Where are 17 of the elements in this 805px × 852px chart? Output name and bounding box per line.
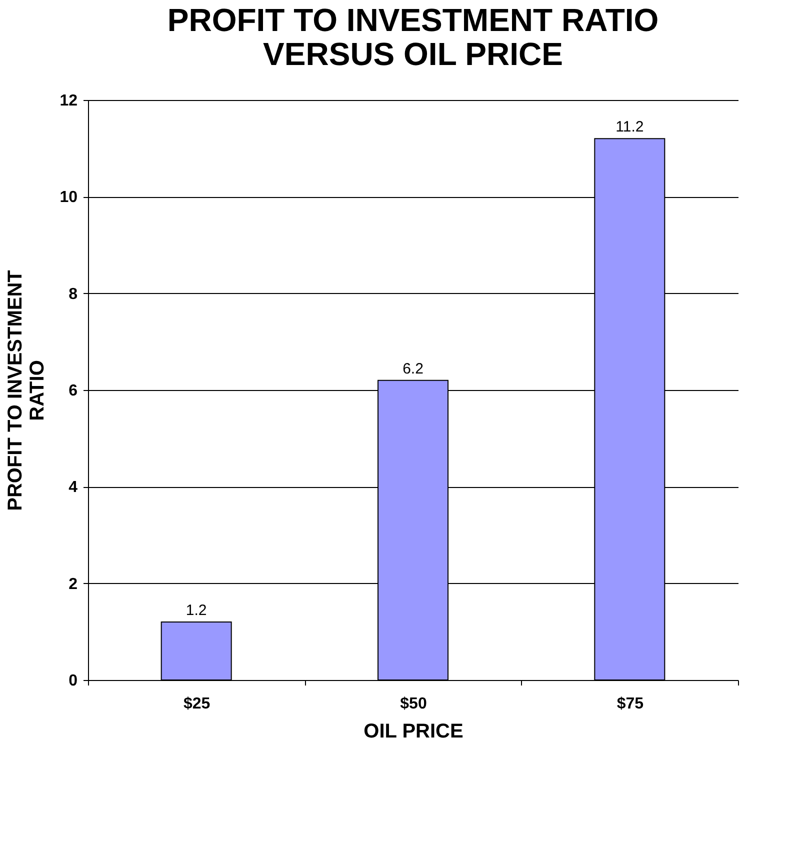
- chart-title: PROFIT TO INVESTMENT RATIO VERSUS OIL PRICE: [167, 2, 659, 72]
- y-tick-label: 2: [68, 576, 78, 593]
- data-label: 6.2: [402, 360, 424, 378]
- y-tick-label: 10: [60, 189, 78, 206]
- y-tick-label: 4: [68, 479, 78, 496]
- bar: [160, 622, 232, 680]
- y-tick-label: 12: [60, 92, 78, 110]
- y-axis-title: PROFIT TO INVESTMENT RATIO: [4, 270, 49, 511]
- y-tick-label: 0: [68, 672, 78, 690]
- data-label: 11.2: [616, 118, 644, 136]
- x-axis-title: OIL PRICE: [364, 720, 464, 742]
- x-tick-label: $75: [616, 696, 644, 712]
- y-tick-label: 8: [68, 286, 78, 303]
- y-tick-label: 6: [68, 382, 78, 400]
- x-tick-label: $50: [400, 696, 427, 712]
- x-tick-label: $25: [183, 696, 210, 712]
- data-label: 1.2: [186, 602, 207, 619]
